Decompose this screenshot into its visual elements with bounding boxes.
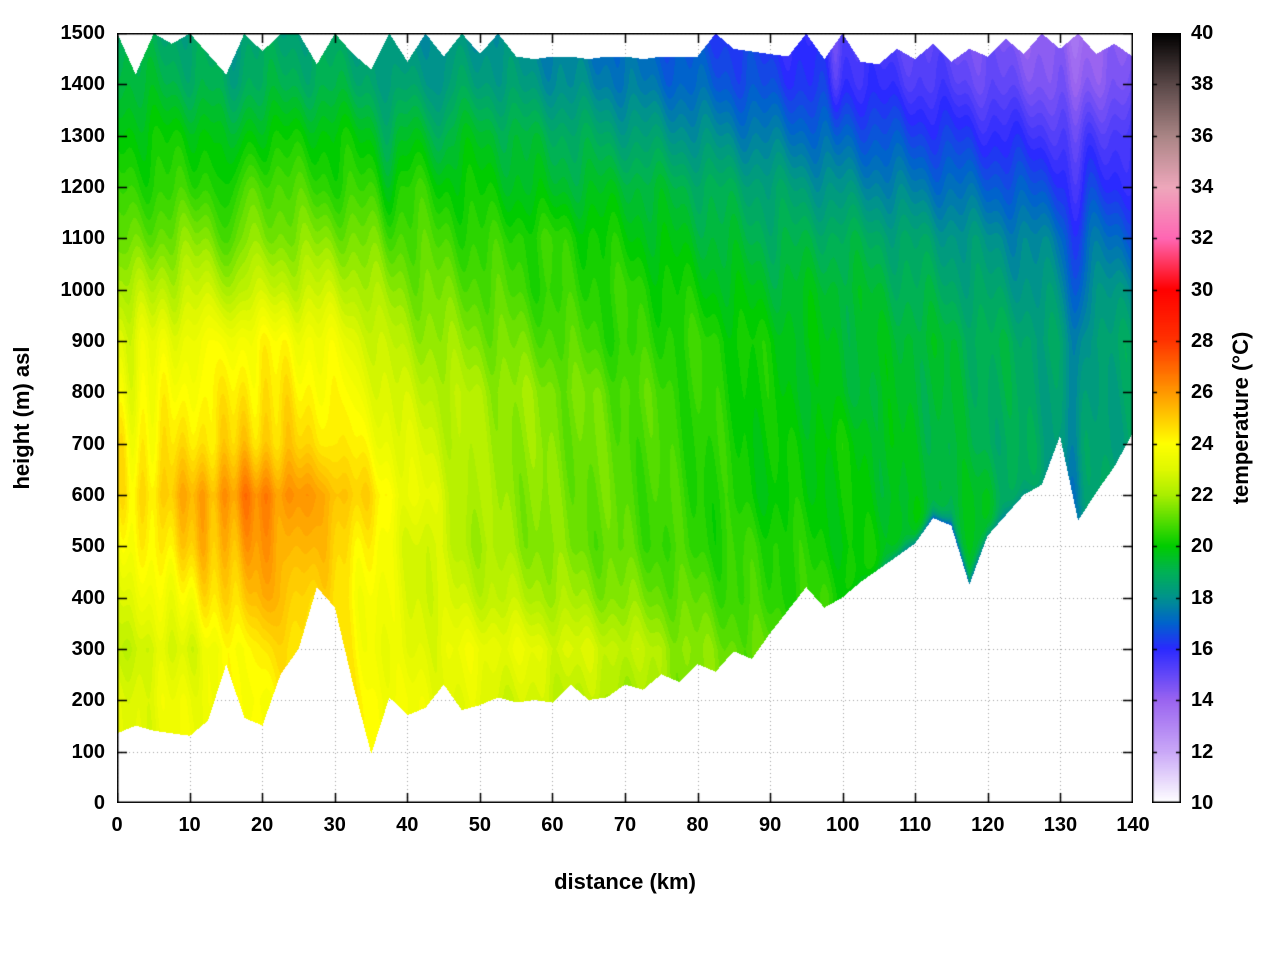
x-tick-label: 20 [251, 814, 274, 836]
cb-tick-label: 34 [1191, 176, 1214, 198]
x-tick-label: 90 [759, 814, 782, 836]
y-tick-label: 700 [71, 432, 105, 455]
cb-tick-label: 20 [1191, 535, 1214, 558]
x-tick-label: 10 [178, 814, 201, 836]
cb-tick-label: 26 [1191, 381, 1214, 404]
y-tick-label: 1200 [60, 176, 106, 198]
cb-tick-label: 10 [1191, 792, 1214, 814]
x-tick-label: 130 [1043, 814, 1078, 836]
y-tick-label: 1100 [61, 227, 105, 250]
x-tick-label: 30 [323, 814, 346, 836]
y-tick-label: 600 [71, 484, 105, 506]
colorbar-canvas [1152, 33, 1181, 803]
cb-tick-label: 30 [1191, 278, 1214, 301]
y-tick-label: 200 [71, 689, 105, 712]
cb-tick-label: 16 [1191, 638, 1214, 660]
cb-tick-label: 18 [1191, 586, 1214, 609]
cb-tick-label: 32 [1191, 227, 1214, 250]
x-tick-label: 80 [686, 814, 709, 836]
y-tick-label: 1500 [60, 22, 106, 44]
colorbar [1152, 33, 1181, 803]
x-tick-label: 50 [468, 814, 491, 836]
y-tick-label: 900 [71, 330, 105, 352]
cb-tick-label: 40 [1191, 22, 1214, 44]
cb-tick-label: 38 [1191, 73, 1214, 96]
y-tick-label: 0 [93, 792, 105, 814]
x-tick-label: 100 [826, 814, 860, 836]
colorbar-label: temperature (°C) [1228, 331, 1253, 505]
y-tick-label: 1300 [60, 124, 106, 147]
y-tick-label: 1400 [60, 73, 106, 96]
y-tick-label: 500 [71, 535, 105, 558]
plot-area [117, 33, 1133, 803]
x-tick-label: 120 [971, 814, 1005, 836]
cb-tick-label: 12 [1191, 740, 1214, 763]
cb-tick-label: 24 [1191, 432, 1214, 455]
cb-tick-label: 36 [1191, 124, 1214, 147]
cb-tick-label: 28 [1191, 330, 1214, 352]
x-tick-label: 0 [111, 814, 123, 836]
x-axis-label: distance (km) [554, 869, 696, 894]
y-tick-label: 1000 [60, 278, 106, 301]
x-tick-label: 40 [396, 814, 419, 836]
x-tick-label: 60 [541, 814, 564, 836]
heatmap-canvas [117, 33, 1133, 803]
y-tick-label: 300 [71, 638, 105, 660]
y-axis-label: height (m) asl [9, 346, 34, 490]
x-tick-label: 140 [1116, 814, 1150, 836]
y-tick-label: 100 [71, 740, 105, 763]
cb-tick-label: 22 [1191, 484, 1214, 506]
cb-tick-label: 14 [1191, 689, 1214, 712]
y-tick-label: 400 [71, 586, 105, 609]
y-tick-label: 800 [71, 381, 105, 404]
x-tick-label: 70 [613, 814, 637, 836]
x-tick-label: 110 [899, 814, 932, 836]
